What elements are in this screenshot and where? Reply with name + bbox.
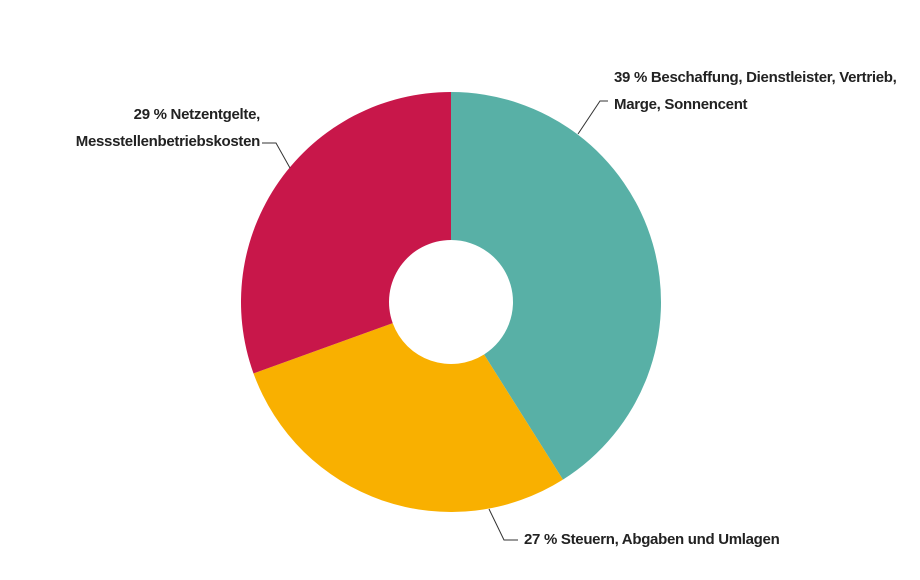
category-label: Beschaffung, Dienstleister, Vertrieb, Ma… (614, 69, 897, 113)
donut-slice (241, 92, 451, 374)
slice-label: 27 % Steuern, Abgaben und Umlagen (524, 526, 904, 553)
slice-label: 29 % Netzentgelte, Messstellenbetriebsko… (28, 101, 261, 155)
value-label: 27 % (524, 531, 557, 548)
slices (241, 92, 661, 512)
leader-line (577, 100, 608, 135)
value-label: 29 % (133, 106, 167, 123)
leader-line (262, 142, 291, 169)
value-label: 39 % (614, 69, 647, 86)
category-label: Steuern, Abgaben und Umlagen (560, 531, 780, 548)
slice-label: 39 % Beschaffung, Dienstleister, Vertrie… (614, 64, 914, 118)
leader-line (488, 508, 518, 541)
donut-slice (253, 323, 563, 512)
category-label: Netzentgelte, Messstellenbetriebskosten (75, 106, 261, 150)
donut-slice (451, 92, 661, 480)
